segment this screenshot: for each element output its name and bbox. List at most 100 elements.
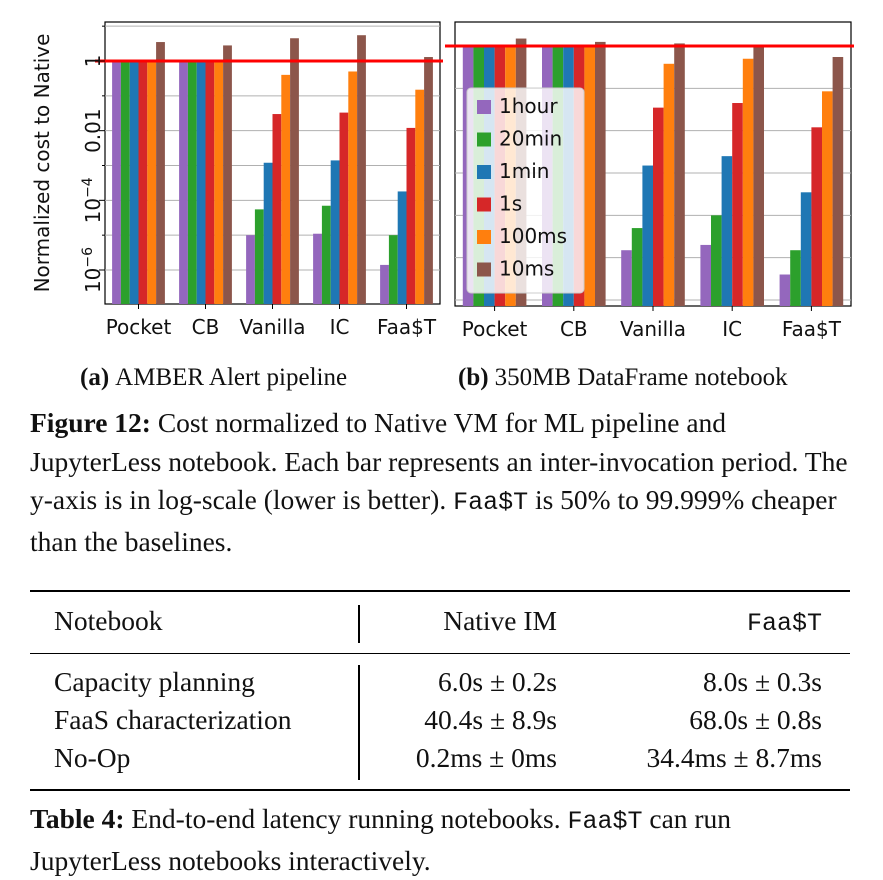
legend-swatch-10ms	[477, 262, 491, 277]
bar-100ms-0	[147, 59, 157, 305]
table-header-faast: Faa$T	[746, 609, 822, 638]
table-row-1-native: 6.0s ± 0.2s	[438, 666, 557, 697]
legend-swatch-20min	[477, 132, 491, 147]
subcaption-b: (b) 350MB DataFrame notebook	[458, 364, 788, 392]
bar-10ms-1	[595, 41, 606, 307]
x-tick-label: Vanilla	[620, 317, 686, 341]
bar-1min-2	[263, 162, 273, 304]
y-tick-label: 10−6	[80, 247, 105, 293]
table-row-1-notebook: Capacity planning	[54, 666, 255, 697]
bar-1s-4	[811, 127, 822, 306]
bar-1min-4	[397, 191, 407, 304]
table-row-1-faast: 8.0s ± 0.3s	[703, 666, 822, 697]
bar-20min-2	[631, 228, 643, 306]
x-tick-label: Vanilla	[240, 315, 306, 339]
legend-swatch-1min	[477, 165, 491, 179]
bar-20min-0	[120, 61, 130, 304]
x-tick-label: CB	[560, 317, 588, 341]
table-row-2-native: 40.4s ± 8.9s	[424, 704, 557, 735]
table-mid-rule	[30, 653, 850, 654]
bar-100ms-2	[281, 74, 291, 305]
table-row-2-notebook: FaaS characterization	[54, 704, 292, 735]
bar-1hour-2	[246, 235, 255, 304]
table-header-native: Native IM	[443, 605, 557, 636]
bar-1s-0	[138, 61, 148, 304]
legend-label-10ms: 10ms	[499, 257, 554, 281]
legend-label-1hour: 1hour	[499, 94, 558, 118]
legend-box	[466, 87, 585, 294]
bar-1s-3	[732, 103, 743, 306]
x-tick-label: Faa$T	[782, 317, 842, 341]
figure-caption-text-1: Cost normalized to Native VM for ML pipe…	[30, 407, 848, 515]
bar-20min-2	[254, 209, 264, 304]
figure-caption-label: Figure 12:	[30, 407, 151, 438]
bar-20min-1	[187, 61, 197, 304]
x-tick-label: IC	[330, 315, 350, 339]
bar-1hour-2	[621, 250, 632, 306]
table-caption-label: Table 4:	[30, 803, 125, 834]
legend-swatch-1s	[477, 197, 491, 212]
y-axis-label: Normalized cost to Native	[30, 34, 54, 293]
chart-b: Pocket CB Vanilla IC Faa$T 1hour 20min 1min 1s 10…	[445, 21, 854, 341]
x-tick-label: IC	[722, 317, 742, 341]
bar-1s-1	[205, 61, 215, 304]
bar-100ms-1	[214, 59, 224, 305]
bar-10ms-1	[223, 45, 232, 304]
bar-1min-2	[642, 165, 653, 306]
table-row-3-faast: 34.4ms ± 8.7ms	[646, 742, 822, 773]
table-caption: Table 4: End-to-end latency running note…	[30, 800, 860, 880]
bar-100ms-3	[348, 71, 358, 305]
table-row-2-faast: 68.0s ± 0.8s	[689, 704, 822, 735]
bar-1s-3	[339, 112, 349, 304]
bar-1hour-4	[779, 274, 791, 306]
bar-10ms-4	[832, 56, 844, 306]
legend-label-100ms: 100ms	[499, 224, 567, 248]
bar-10ms-2	[674, 43, 685, 307]
bar-20min-3	[711, 215, 722, 306]
table-caption-text-2: can run JupyterLess notebooks interactiv…	[30, 803, 732, 876]
table-caption-mono: Faa$T	[567, 807, 643, 836]
bar-100ms-3	[742, 58, 754, 306]
table-top-rule	[30, 590, 850, 592]
chart-a: Pocket CB Vanilla IC Faa$T 1 0.01 10−4 10−6 Norma…	[30, 21, 443, 339]
bar-1min-1	[196, 61, 206, 304]
bar-1min-3	[330, 160, 340, 304]
table-body-separator	[358, 665, 360, 780]
x-tick-label: Faa$T	[377, 315, 437, 339]
bar-20min-3	[321, 205, 331, 304]
legend-label-1min: 1min	[499, 159, 549, 183]
subcaption-a-text: AMBER Alert pipeline	[115, 364, 348, 391]
bar-1min-0	[129, 61, 139, 304]
bar-10ms-3	[753, 46, 764, 306]
table-header-separator	[358, 605, 360, 643]
figure-caption-text-2: is 50% to 99.999% cheaper than the basel…	[30, 484, 837, 557]
bar-1hour-3	[313, 233, 322, 304]
table-caption-text-1: End-to-end latency running notebooks.	[124, 803, 568, 834]
bar-1hour-3	[700, 244, 711, 306]
legend-label-20min: 20min	[499, 127, 562, 151]
table-row-3-native: 0.2ms ± 0ms	[415, 742, 557, 773]
bar-1s-2	[653, 107, 664, 306]
bar-20min-4	[790, 250, 801, 306]
bar-100ms-2	[663, 63, 675, 307]
bar-100ms-4	[415, 89, 425, 304]
subcaption-a: (a) AMBER Alert pipeline	[80, 364, 347, 392]
bar-1hour-4	[380, 264, 389, 304]
bar-10ms-4	[424, 57, 433, 304]
legend-swatch-1hour	[477, 100, 491, 114]
x-tick-label: Pocket	[462, 317, 528, 341]
y-tick-label: 0.01	[81, 108, 105, 153]
bar-100ms-4	[822, 91, 833, 307]
bar-1hour-0	[112, 61, 121, 304]
bar-1hour-1	[179, 61, 188, 304]
table-bottom-rule	[30, 789, 850, 791]
y-tick-label: 10−4	[80, 177, 105, 223]
bar-1min-4	[800, 192, 812, 306]
table-header-notebook: Notebook	[54, 605, 163, 636]
bar-10ms-3	[357, 35, 366, 305]
subcaption-a-label: (a)	[80, 364, 110, 391]
legend-label-1s: 1s	[499, 192, 522, 216]
figure-caption: Figure 12: Cost normalized to Native VM …	[30, 404, 860, 561]
figure-caption-mono: Faa$T	[453, 488, 529, 517]
x-tick-label: Pocket	[106, 315, 172, 339]
